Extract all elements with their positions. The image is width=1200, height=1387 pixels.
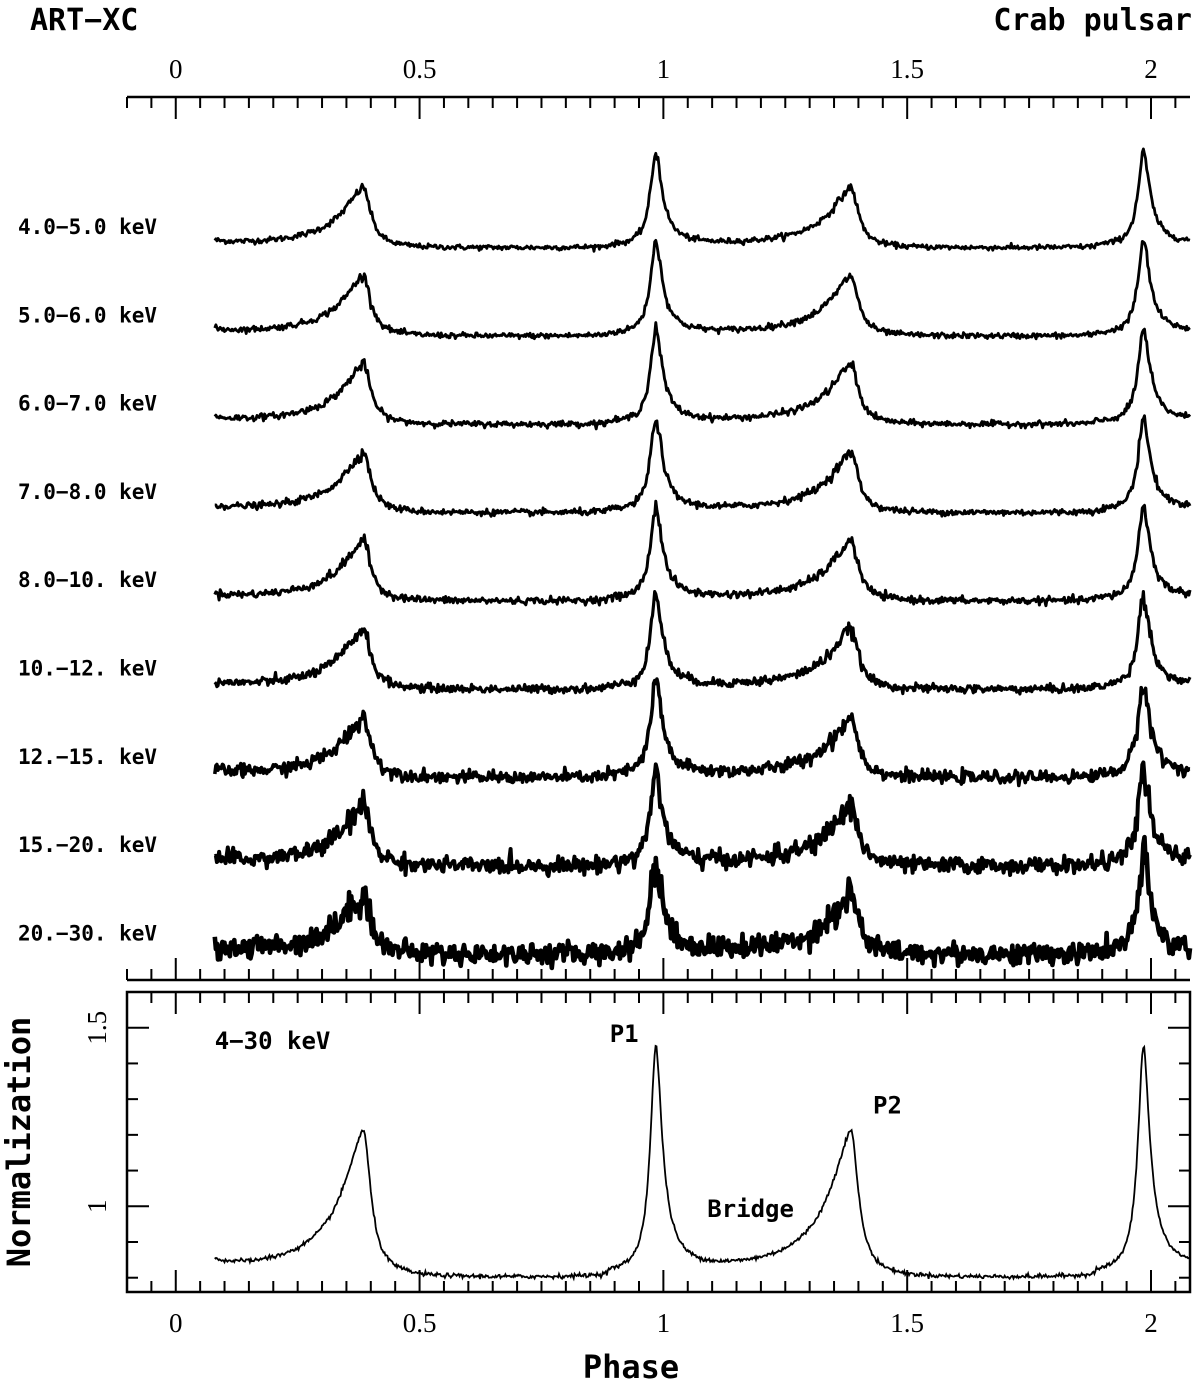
band-label: 6.0−7.0 keV [18, 392, 157, 416]
x-axis-title: Phase [583, 1348, 679, 1386]
bottom-tick-label: 1 [657, 1308, 671, 1338]
profile-annotation: P1 [610, 1020, 639, 1048]
band-profile-line [213, 760, 1192, 878]
top-tick-label: 1.5 [890, 54, 924, 84]
profile-annotation: Bridge [707, 1195, 794, 1223]
band-profile-line [213, 590, 1192, 696]
band-profile-line [213, 238, 1191, 341]
source-label: Crab pulsar [993, 3, 1192, 38]
summed-profile-line [214, 1044, 1191, 1282]
band-profile-line [214, 414, 1192, 518]
top-phase-axis: 0 0.5 1 1.5 2 [126, 54, 1190, 982]
band-label: 10.−12. keV [18, 657, 157, 681]
band-profile-line [213, 677, 1191, 788]
energy-band-profiles [212, 147, 1193, 971]
band-label: 15.−20. keV [18, 833, 157, 857]
bottom-tick-label: 2 [1144, 1308, 1158, 1338]
band-label: 7.0−8.0 keV [18, 480, 157, 504]
bottom-panel-frame [125, 990, 1192, 1294]
band-profile-line [212, 834, 1193, 971]
y-tick-label: 1 [82, 1200, 112, 1214]
top-tick-label: 2 [1144, 54, 1158, 84]
top-tick-label: 0.5 [403, 54, 437, 84]
profile-annotation: P2 [873, 1091, 902, 1119]
top-tick-label: 0 [169, 54, 183, 84]
y-tick-label: 1.5 [82, 1011, 112, 1045]
bottom-tick-label: 0.5 [403, 1308, 437, 1338]
profile-annotation: 4−30 keV [215, 1027, 331, 1055]
instrument-label: ART−XC [30, 3, 138, 38]
band-profile-line [213, 499, 1192, 608]
bottom-tick-label: 0 [169, 1308, 183, 1338]
band-label: 12.−15. keV [18, 745, 157, 769]
band-label: 4.0−5.0 keV [18, 215, 157, 239]
band-profile-line [213, 321, 1192, 431]
top-tick-label: 1 [657, 54, 671, 84]
summed-profile [214, 1044, 1191, 1282]
band-label: 20.−30. keV [18, 921, 157, 945]
bottom-panel-axes: 0 0.5 1 1.5 2 1 1.5 [82, 991, 1190, 1338]
bottom-tick-label: 1.5 [890, 1308, 924, 1338]
bottom-annotations: 4−30 keV P1 P2 Bridge [215, 1020, 902, 1223]
y-axis-title: Normalization [0, 1017, 38, 1267]
band-label: 5.0−6.0 keV [18, 303, 157, 327]
band-label: 8.0−10. keV [18, 568, 157, 592]
band-profile-line [213, 147, 1191, 253]
energy-band-labels: 4.0−5.0 keV 5.0−6.0 keV 6.0−7.0 keV 7.0−8.0… [18, 215, 157, 945]
